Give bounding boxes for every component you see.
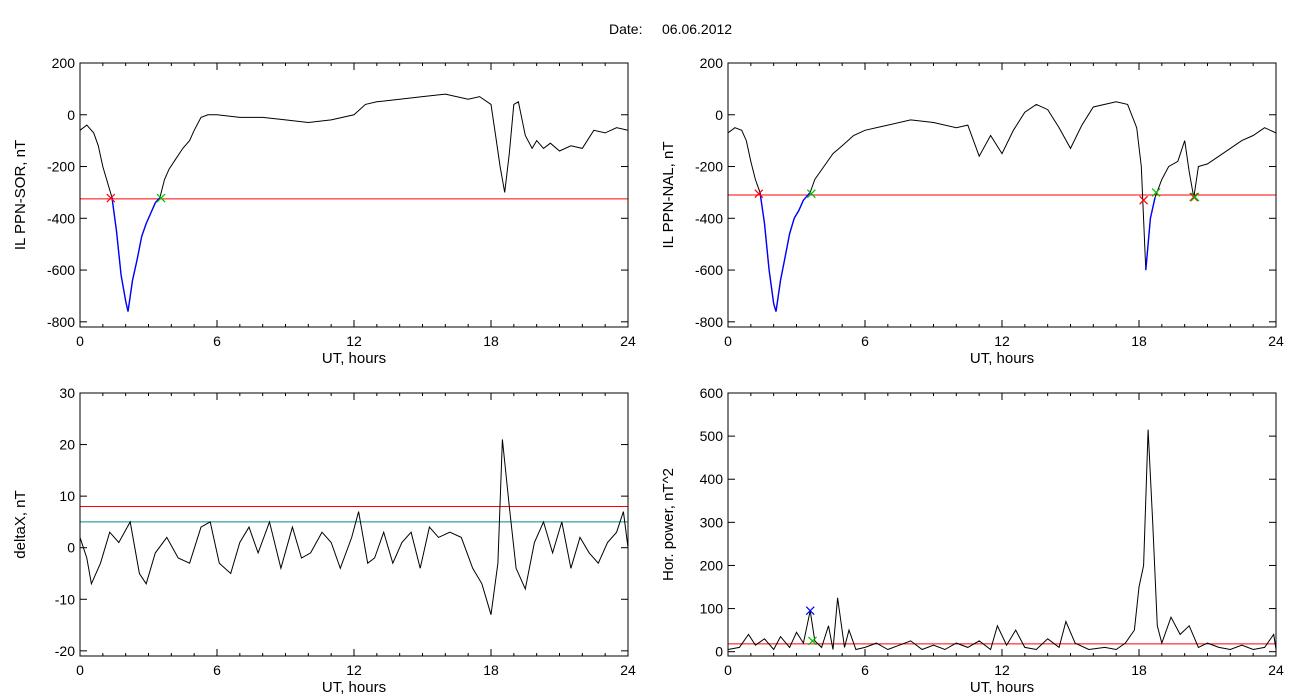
bottom-right-plot-frame (727, 392, 1277, 657)
top-right-data-line-0 (728, 101, 1276, 312)
bottom-right-data-line-0 (728, 429, 1276, 651)
top-right-interval-line-1 (1145, 197, 1156, 271)
top-left-x-tick-label-6: 6 (213, 333, 221, 349)
top-left-y-tick-label-200: 200 (52, 55, 76, 71)
top-right-y-tick-label--400: -400 (695, 210, 723, 226)
bottom-left-x-axis-label: UT, hours (322, 679, 386, 696)
bottom-left-plot-frame (79, 392, 629, 657)
bottom-right-x-tick-label-24: 24 (1268, 662, 1284, 678)
panel-bottom-left: 0 6 12 18 24 -20 -10 0 10 20 30 UT, hours deltaX, nT (12, 385, 636, 696)
bottom-left-y-tick-label-30: 30 (59, 385, 75, 401)
top-left-x-tick-label-24: 24 (620, 333, 636, 349)
top-left-x-tick-label-12: 12 (346, 333, 362, 349)
top-left-y-tick-label--600: -600 (47, 262, 75, 278)
bottom-right-x-tick-label-0: 0 (724, 662, 732, 678)
bottom-right-y-tick-label-600: 600 (700, 385, 724, 401)
bottom-right-x-axis-label: UT, hours (970, 679, 1034, 696)
top-right-marker-0-b (754, 189, 764, 199)
bottom-right-x-tick-label-6: 6 (861, 662, 869, 678)
top-left-marker-1 (156, 193, 166, 203)
top-left-y-tick-label--400: -400 (47, 210, 75, 226)
top-right-marker-2-b (1139, 195, 1148, 205)
bottom-left-x-tick-label-12: 12 (346, 662, 362, 678)
bottom-left-y-tick-label--10: -10 (55, 591, 75, 607)
top-right-plot-frame (727, 62, 1277, 328)
bottom-right-marker-1 (808, 636, 817, 646)
bottom-left-y-tick-label-20: 20 (59, 437, 75, 453)
bottom-right-y-tick-label-400: 400 (700, 471, 724, 487)
bottom-right-x-tick-label-18: 18 (1131, 662, 1147, 678)
top-right-y-tick-label--600: -600 (695, 262, 723, 278)
panel-top-right: 0 6 12 18 24 -800 -600 -400 -200 0 200 UT, hours IL … (660, 55, 1284, 367)
bottom-left-data-line-0 (80, 439, 628, 615)
top-left-x-tick-label-0: 0 (76, 333, 84, 349)
top-right-x-tick-label-24: 24 (1268, 333, 1284, 349)
top-left-x-axis-label: UT, hours (322, 350, 386, 367)
top-right-x-tick-label-6: 6 (861, 333, 869, 349)
bottom-left-x-tick-label-18: 18 (483, 662, 499, 678)
bottom-right-y-axis-label: Hor. power, nT^2 (660, 468, 677, 581)
top-left-marker-1-b (156, 193, 166, 203)
top-right-marker-1 (806, 189, 816, 199)
bottom-right-y-tick-label-500: 500 (700, 428, 724, 444)
top-left-y-tick-label--200: -200 (47, 159, 75, 175)
top-right-y-tick-label--200: -200 (695, 159, 723, 175)
top-right-marker-2 (1139, 195, 1148, 205)
top-left-y-tick-label-0: 0 (67, 107, 75, 123)
top-left-y-tick-label--800: -800 (47, 314, 75, 330)
top-left-data-line-0 (80, 93, 628, 312)
date-value: 06.06.2012 (662, 21, 732, 37)
top-right-marker-4-b (1189, 192, 1199, 202)
top-right-x-tick-label-12: 12 (994, 333, 1010, 349)
bottom-right-y-tick-label-0: 0 (715, 644, 723, 660)
top-right-x-tick-label-18: 18 (1131, 333, 1147, 349)
bottom-left-y-tick-label--20: -20 (55, 643, 75, 659)
bottom-left-x-tick-label-24: 24 (620, 662, 636, 678)
bottom-left-y-axis-label: deltaX, nT (12, 490, 29, 558)
top-right-marker-3-b (1151, 187, 1161, 197)
top-right-marker-4 (1189, 192, 1199, 202)
top-right-y-tick-label--800: -800 (695, 314, 723, 330)
panel-top-left: 0 6 12 18 24 -800 -600 -400 -200 0 200 UT, hours IL … (12, 55, 636, 367)
top-right-y-tick-label-200: 200 (700, 55, 724, 71)
top-right-y-axis-label: IL PPN-NAL, nT (660, 142, 677, 249)
top-right-interval-line-0 (759, 191, 811, 312)
top-right-marker-5-b (1190, 192, 1200, 202)
date-label: Date: (609, 21, 642, 37)
bottom-right-y-tick-label-100: 100 (700, 601, 724, 617)
top-right-marker-5 (1190, 192, 1200, 202)
bottom-left-y-tick-label-0: 0 (67, 540, 75, 556)
bottom-right-x-tick-label-12: 12 (994, 662, 1010, 678)
top-left-y-axis-label: IL PPN-SOR, nT (12, 140, 29, 250)
top-right-x-tick-label-0: 0 (724, 333, 732, 349)
top-right-x-axis-label: UT, hours (970, 350, 1034, 367)
top-left-interval-line-0 (111, 197, 161, 312)
bottom-right-y-tick-label-200: 200 (700, 557, 724, 573)
top-right-y-tick-label-0: 0 (715, 107, 723, 123)
top-right-marker-0 (754, 189, 764, 199)
bottom-right-marker-0 (805, 606, 815, 616)
top-left-marker-0-b (106, 193, 116, 203)
top-right-marker-3 (1151, 187, 1161, 197)
top-left-plot-frame (79, 62, 629, 328)
top-right-marker-1-b (806, 189, 816, 199)
bottom-left-x-tick-label-6: 6 (213, 662, 221, 678)
bottom-right-marker-1-b (808, 636, 817, 646)
bottom-left-x-tick-label-0: 0 (76, 662, 84, 678)
bottom-left-y-tick-label-10: 10 (59, 488, 75, 504)
top-left-marker-0 (106, 193, 116, 203)
top-left-x-tick-label-18: 18 (483, 333, 499, 349)
bottom-right-y-tick-label-300: 300 (700, 514, 724, 530)
bottom-right-marker-0-b (805, 606, 815, 616)
panel-bottom-right: 0 6 12 18 24 0 100 200 300 400 500 600 UT, hours Hor.… (660, 385, 1284, 696)
